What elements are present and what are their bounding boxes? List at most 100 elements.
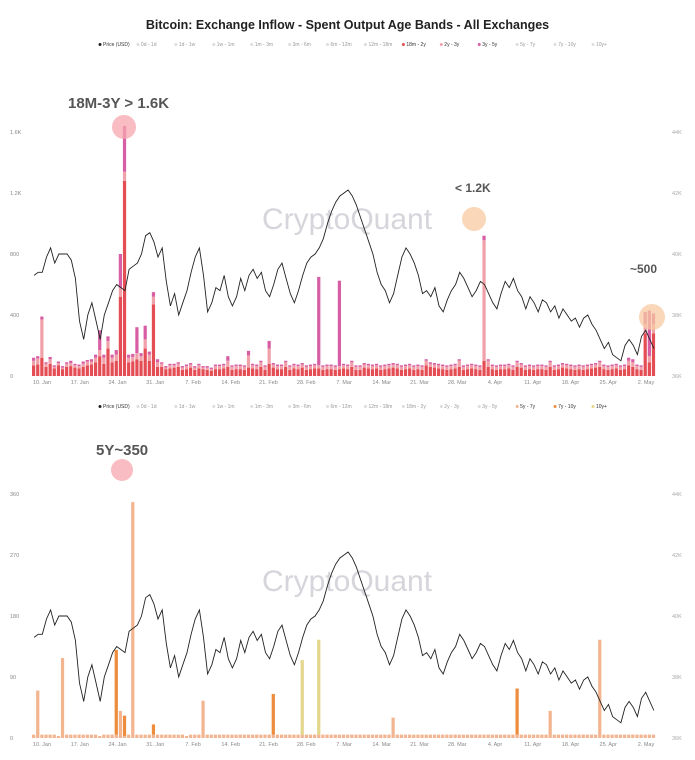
bar	[81, 366, 85, 376]
bar	[589, 734, 594, 738]
bar	[436, 363, 441, 366]
bar	[168, 734, 172, 738]
bar	[610, 369, 614, 376]
bar	[325, 366, 329, 370]
bar	[102, 354, 106, 358]
bar	[172, 734, 176, 738]
bar	[300, 660, 304, 735]
bar	[246, 355, 251, 368]
bar	[60, 366, 65, 368]
bar	[304, 365, 308, 367]
bar	[197, 734, 201, 738]
bar	[498, 366, 503, 370]
bar	[560, 363, 565, 365]
legend-item: 0d - 1d	[141, 42, 157, 48]
bar	[465, 369, 470, 376]
bar	[560, 734, 565, 738]
bar	[333, 369, 337, 376]
bar	[73, 734, 77, 738]
bar	[366, 368, 370, 377]
bar	[436, 734, 441, 738]
bar	[160, 734, 164, 738]
bar	[532, 369, 536, 376]
legend-marker	[591, 405, 595, 408]
y-tick-right: 38K	[672, 675, 682, 681]
bar	[333, 734, 337, 738]
bar	[598, 362, 602, 367]
bar	[594, 364, 598, 368]
legend-item: 6m - 12m	[331, 42, 352, 48]
bar	[230, 366, 234, 370]
bar	[424, 360, 428, 366]
bar	[346, 364, 350, 367]
bar	[36, 356, 40, 359]
bar	[379, 734, 383, 738]
bar	[147, 351, 151, 355]
legend-marker	[288, 405, 292, 408]
bar	[569, 734, 573, 738]
bar	[465, 734, 470, 738]
bar	[184, 366, 189, 370]
legend-item: 2y - 3y	[444, 42, 460, 48]
bar	[507, 734, 511, 738]
bar	[242, 734, 246, 738]
x-tick: 17. Jan	[71, 380, 89, 386]
price-line	[33, 189, 655, 362]
bar	[622, 364, 627, 367]
bar	[474, 366, 478, 370]
bar	[296, 366, 300, 370]
x-tick: 31. Jan	[146, 742, 164, 748]
bar	[416, 364, 420, 367]
bar	[106, 340, 110, 349]
y-tick-left: 360	[10, 492, 19, 498]
bar	[610, 734, 614, 738]
bar	[275, 366, 280, 370]
legend-item: 3y - 5y	[482, 42, 498, 48]
bar	[209, 370, 213, 376]
bar	[193, 734, 197, 738]
bar	[56, 361, 61, 364]
bar	[527, 369, 532, 376]
bar	[482, 240, 486, 361]
annotation: ~500	[630, 262, 657, 276]
bar	[114, 649, 118, 735]
x-tick: 28. Feb	[297, 380, 316, 386]
bar	[255, 364, 259, 367]
bar	[160, 363, 164, 367]
legend-item: 7y - 10y	[558, 404, 576, 410]
bar	[98, 356, 102, 376]
bar	[77, 366, 81, 369]
bar	[102, 363, 106, 376]
annotation: 5Y~350	[96, 442, 148, 459]
bar	[560, 364, 565, 368]
x-tick: 10. Jan	[33, 742, 51, 748]
bar	[362, 367, 366, 376]
bar	[222, 734, 226, 738]
bar	[519, 367, 523, 376]
highlight-circle	[112, 115, 136, 139]
bar	[329, 369, 333, 376]
bar	[98, 350, 102, 357]
bar	[284, 360, 288, 363]
bar	[81, 734, 85, 738]
bar	[321, 734, 325, 738]
bar	[267, 340, 271, 349]
bar	[271, 363, 275, 365]
bar	[577, 369, 581, 376]
bar	[292, 363, 296, 366]
bar	[602, 369, 606, 376]
bar	[412, 365, 416, 367]
bar	[308, 734, 313, 738]
bar	[395, 734, 399, 738]
bar	[569, 366, 573, 370]
bar	[60, 367, 65, 370]
bar	[494, 365, 499, 367]
price-line	[33, 551, 655, 724]
bar	[358, 734, 362, 738]
bar	[317, 365, 321, 369]
bar	[383, 369, 387, 376]
bar	[618, 369, 623, 376]
bar	[536, 734, 540, 738]
bar	[577, 366, 581, 370]
bar	[267, 363, 271, 376]
